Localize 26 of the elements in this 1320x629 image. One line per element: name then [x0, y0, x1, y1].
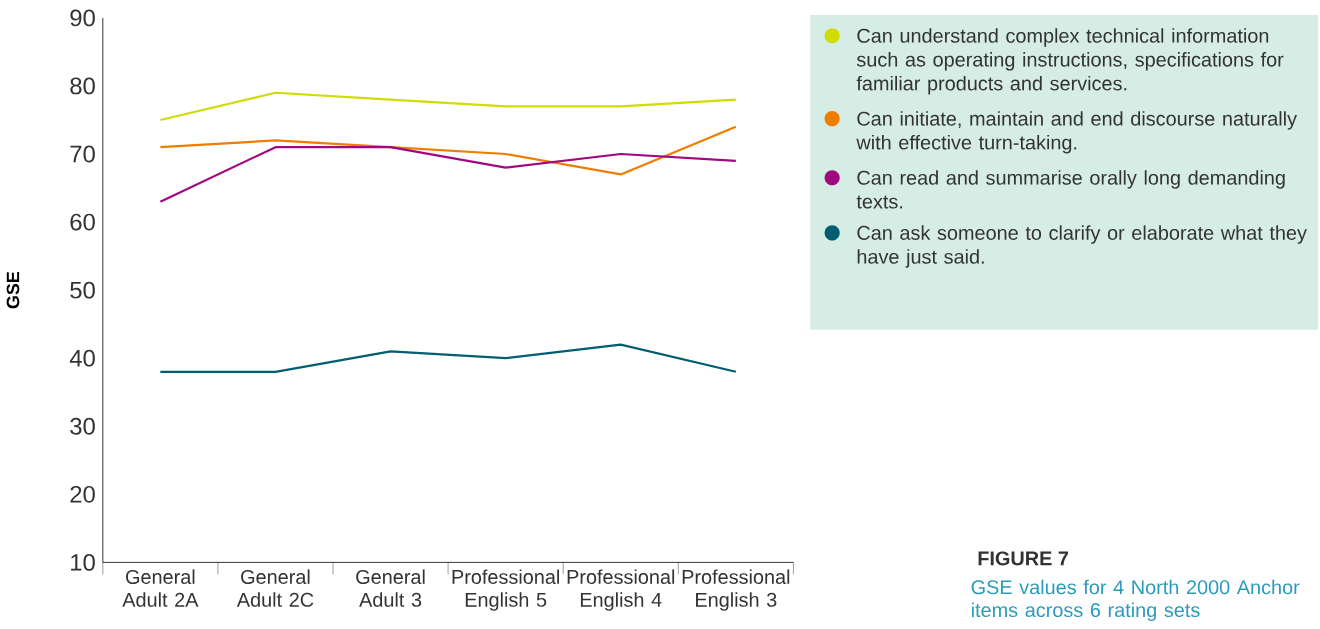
legend-label: Can read and summarise orally long demanding texts. [856, 170, 1285, 209]
x-tick-label: Professional English 3 [682, 569, 790, 611]
y-tick-label: 70 [70, 145, 95, 163]
line-series [159, 343, 737, 373]
line-series [159, 146, 737, 203]
x-tick-label: Professional English 5 [452, 569, 559, 611]
y-tick-label: 10 [71, 553, 95, 571]
legend-label: Can understand complex technical information such as operating instructions, specifications for familiar products and services. [856, 28, 1284, 95]
legend-label: Can initiate, maintain and end discourse naturally with effective turn-taking. [856, 111, 1297, 154]
legend-label: Can ask someone to clarify or elaborate what they have just said. [857, 225, 1307, 268]
line-series [159, 91, 737, 122]
y-tick-label: 20 [70, 485, 95, 503]
line-series [159, 125, 737, 176]
y-tick-label: 90 [70, 9, 95, 27]
y-tick-label: 50 [70, 281, 95, 299]
y-axis-title: GSE [6, 271, 20, 309]
y-tick-label: 30 [70, 417, 95, 435]
y-tick-label: 60 [70, 213, 95, 231]
y-tick-label: 80 [70, 77, 95, 95]
x-tick-label: General Adult 3 [356, 569, 425, 607]
x-tick-label: General Adult 2A [122, 569, 199, 607]
y-tick-label: 40 [69, 349, 95, 367]
x-tick-label: Professional English 4 [567, 569, 675, 611]
text: GSE values for 4 North 2000 Anchor items across 6 rating sets [971, 579, 1300, 622]
x-tick-label: General Adult 2C [236, 569, 314, 607]
text: FIGURE 7 [978, 551, 1069, 566]
